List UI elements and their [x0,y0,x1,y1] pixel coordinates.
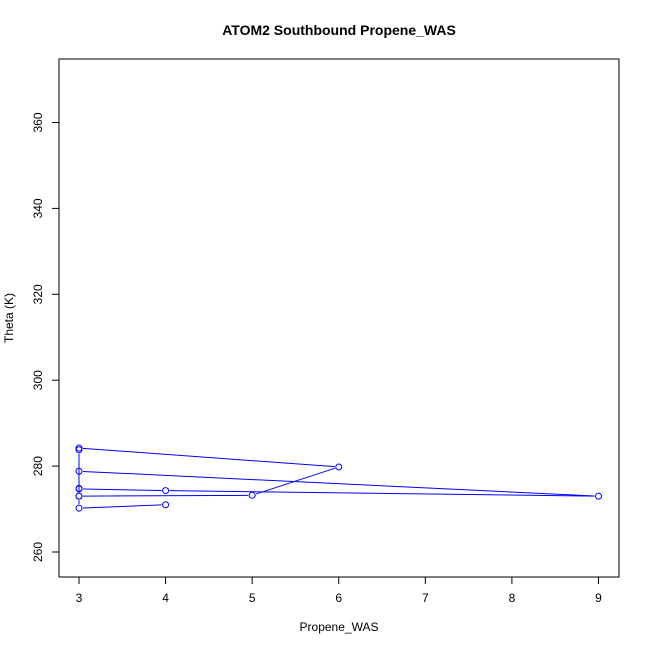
series-line-segment [82,447,335,468]
series-line-segment [82,488,162,492]
x-tick-label: 6 [335,591,342,605]
series-line-segment [82,494,249,497]
series-layer [75,444,602,512]
x-tick-label: 9 [595,591,602,605]
y-axis: 260 280 300 320 340 360 [31,112,60,562]
y-axis-title: Theta (K) [2,293,16,343]
data-point [75,444,83,452]
data-point [75,467,83,475]
y-tick-label: 280 [31,456,45,476]
x-tick-label: 5 [249,591,256,605]
data-point [75,485,83,493]
data-point [75,492,83,500]
series-line-segment [169,490,595,497]
plot-area-frame [58,58,620,578]
x-tick-label: 3 [76,591,83,605]
y-tick-label: 340 [31,198,45,218]
data-point [335,463,343,471]
y-tick-label: 300 [31,370,45,390]
chart-title: ATOM2 Southbound Propene_WAS [222,22,456,38]
data-point [75,504,83,512]
series-line-segment [255,467,336,495]
x-tick-label: 7 [422,591,429,605]
x-tick-label: 8 [509,591,516,605]
y-tick-label: 360 [31,112,45,132]
series-line-segment [82,470,595,497]
data-point [248,491,256,499]
x-axis-title: Propene_WAS [300,620,379,634]
data-point [162,501,170,509]
data-point [595,492,602,500]
x-tick-label: 4 [162,591,169,605]
y-tick-label: 260 [31,542,45,562]
y-tick-label: 320 [31,284,45,304]
x-axis: 3 4 5 6 7 8 9 [76,576,602,605]
data-point [162,487,170,495]
series-line-segment [82,504,162,509]
